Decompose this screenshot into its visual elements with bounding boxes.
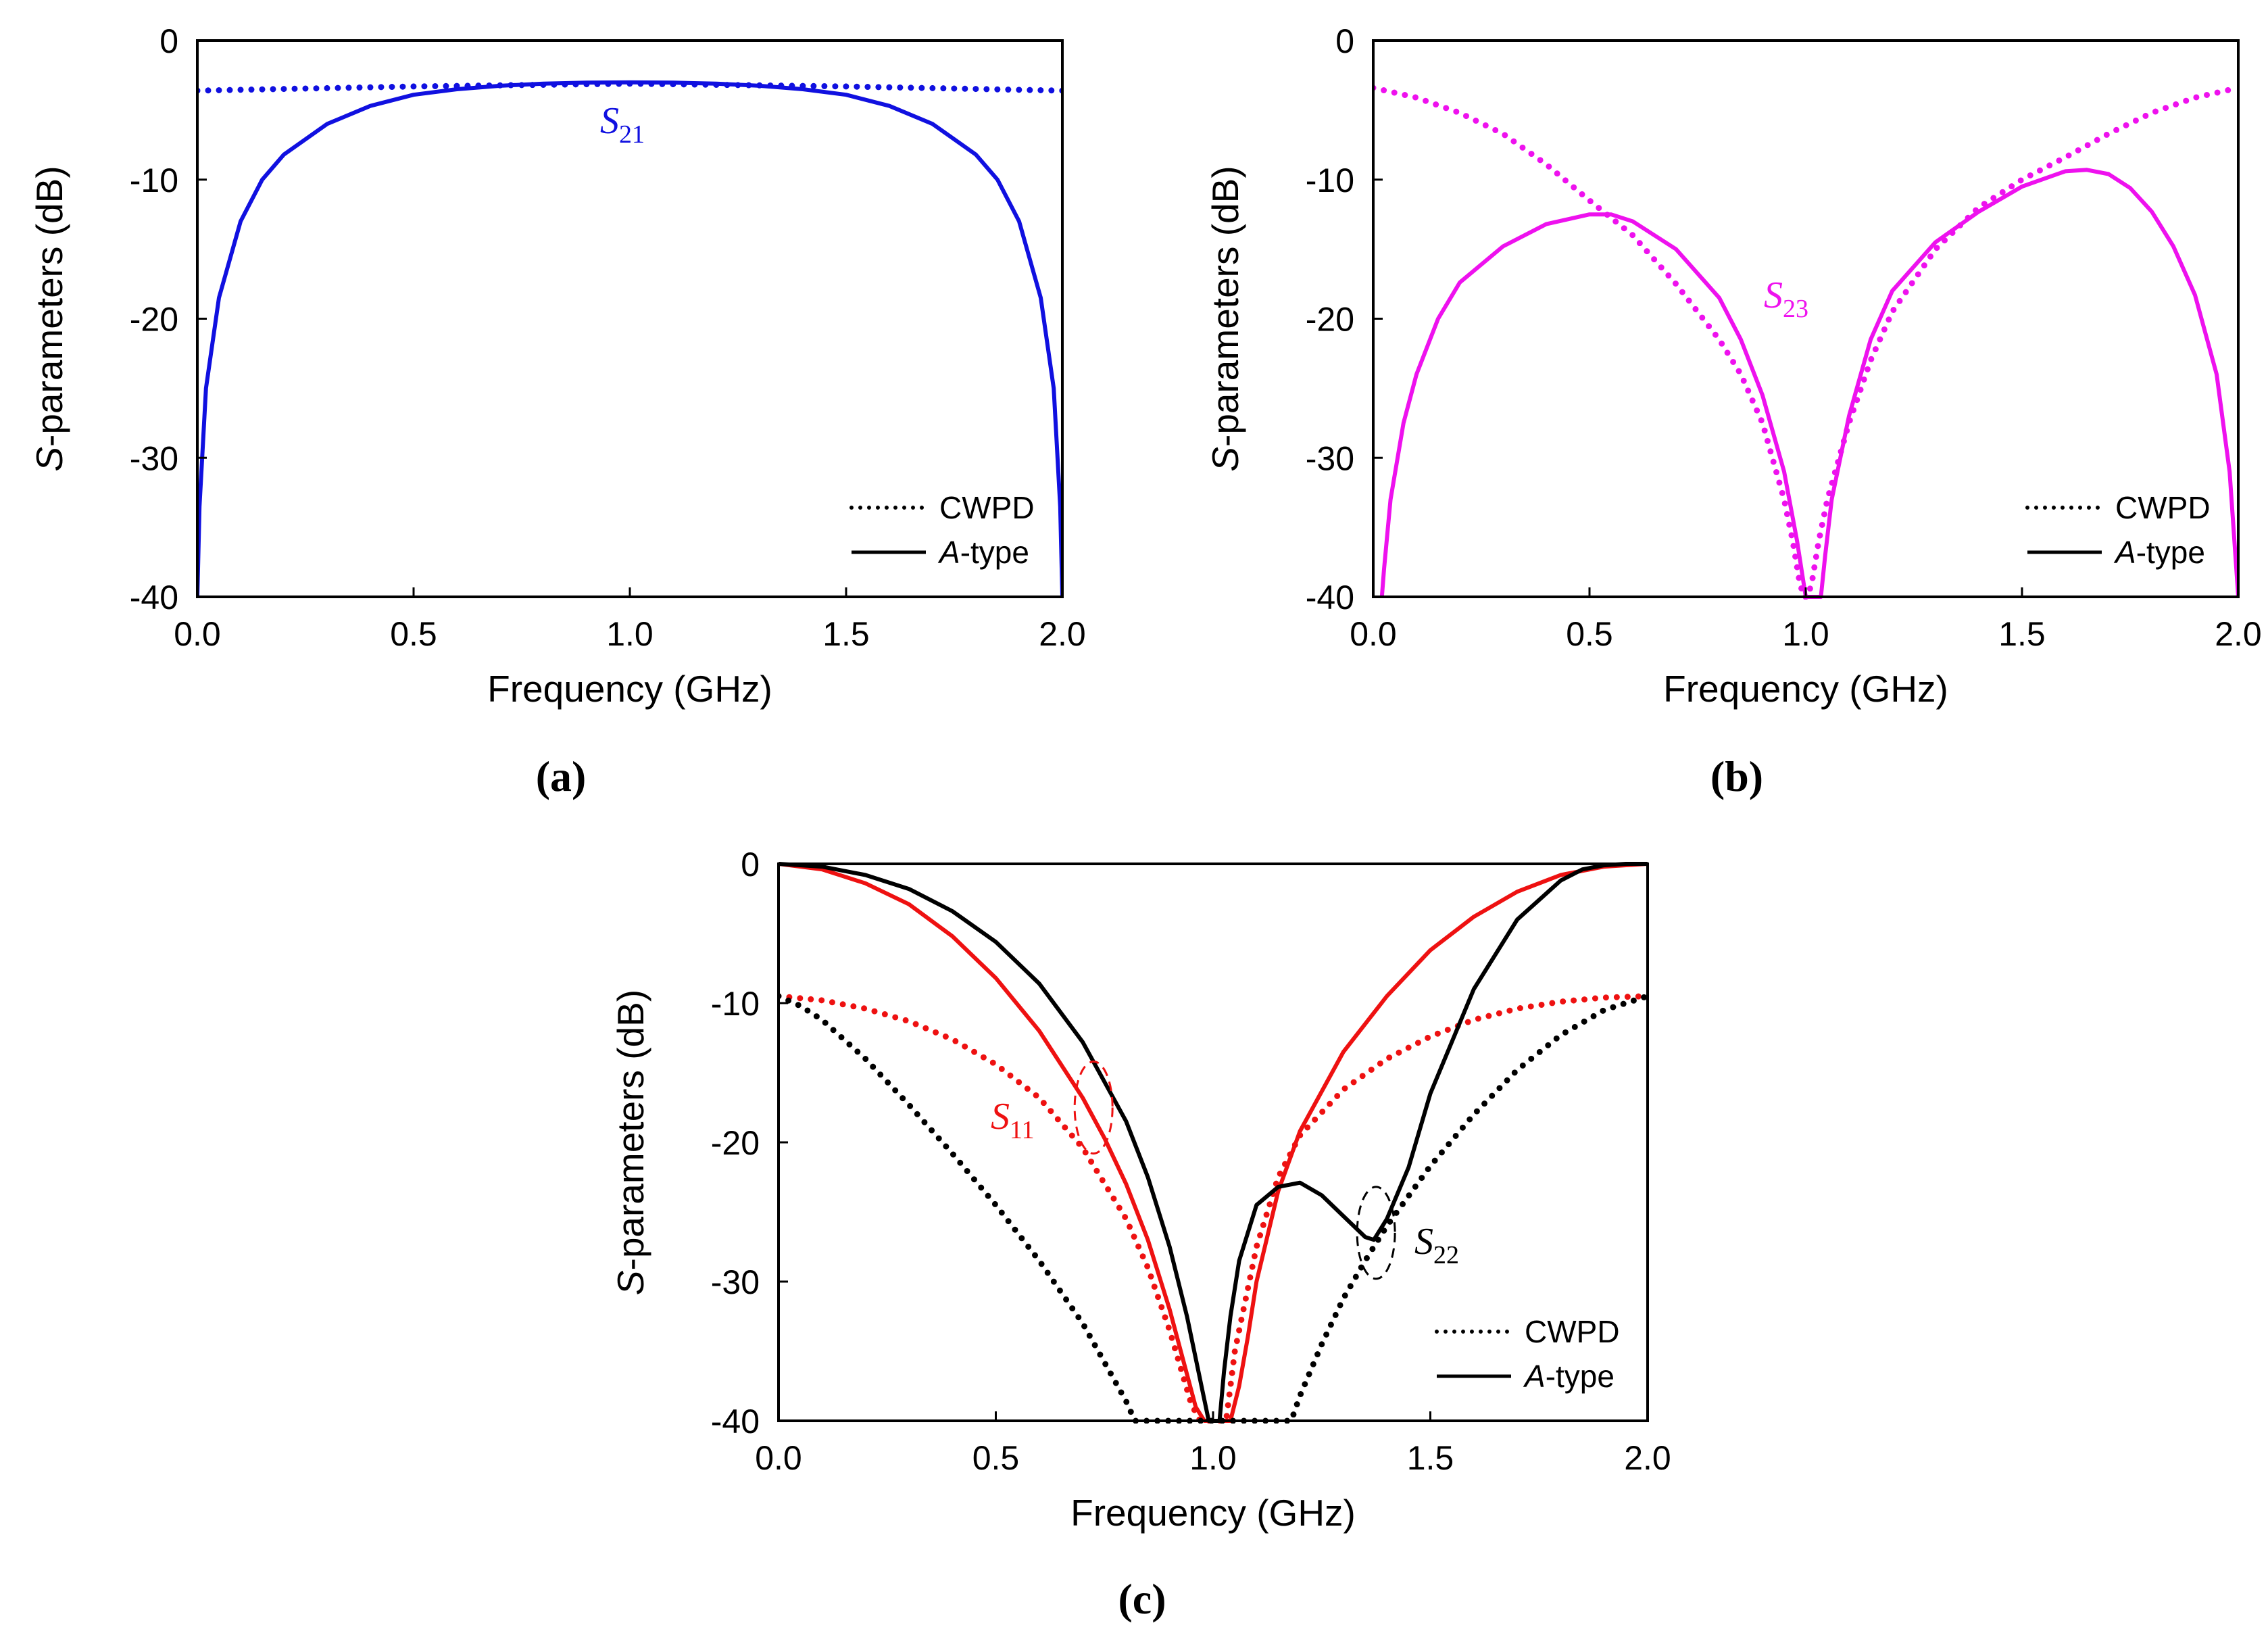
legend-label-a-type: A-type <box>2113 535 2205 570</box>
x-tick-label: 0.0 <box>755 1439 802 1477</box>
series-annotation-sub: 22 <box>1433 1241 1459 1269</box>
x-tick-label: 2.0 <box>1039 615 1086 653</box>
legend-label-cwpd: CWPD <box>939 490 1035 525</box>
x-tick-label: 2.0 <box>2215 615 2262 653</box>
y-axis-title-italic: S <box>28 447 70 472</box>
marker-ellipse-s22 <box>1356 1186 1396 1280</box>
series-group <box>197 80 1062 598</box>
x-tick-label: 0.5 <box>1566 615 1613 653</box>
panel-label: (c) <box>1118 1575 1166 1623</box>
series-line-cwpd-s11 <box>779 993 1648 1424</box>
y-tick-label: -30 <box>1306 439 1354 477</box>
series-annotation-s11: S11 <box>991 1096 1035 1144</box>
legend-label-a-type: A-type <box>937 535 1029 570</box>
y-axis-title-rest: -parameters (dB) <box>1204 166 1246 447</box>
series-line-a-type-s22 <box>779 862 1648 1423</box>
series-annotation-main: S <box>991 1096 1010 1138</box>
series-line-a-type-s21 <box>197 80 1062 598</box>
series-annotation-sub: 21 <box>619 120 645 149</box>
y-tick-label: -40 <box>711 1403 760 1440</box>
series-annotation-main: S <box>1764 274 1783 316</box>
y-tick-label: -10 <box>1306 162 1354 199</box>
y-axis-title: S-parameters (dB) <box>1204 166 1246 471</box>
y-tick-label: -30 <box>711 1263 760 1301</box>
legend-label-italic: A <box>937 535 960 570</box>
x-tick-label: 1.5 <box>822 615 870 653</box>
chart-b: 0.0 0.5 1.0 1.5 2.0 0 -10 -20 -30 -40 Frequency (G… <box>1204 22 2262 800</box>
y-axis-title: S-parameters (dB) <box>610 990 651 1295</box>
legend-label-italic: A <box>1523 1359 1546 1394</box>
chart-c: 0.0 0.5 1.0 1.5 2.0 0 -10 -20 -30 -40 Frequency (G… <box>610 846 1671 1623</box>
x-tick-label: 0.5 <box>972 1439 1020 1477</box>
y-tick-label: -10 <box>711 985 760 1023</box>
x-tick-label: 1.0 <box>606 615 654 653</box>
y-axis-title-rest: -parameters (dB) <box>28 166 70 447</box>
series-annotation-s22: S22 <box>1414 1221 1459 1269</box>
series-annotation-main: S <box>600 100 619 142</box>
legend-label-cwpd: CWPD <box>1525 1314 1620 1349</box>
marker-ellipse-s11 <box>1073 1061 1114 1155</box>
y-axis-title: S-parameters (dB) <box>28 166 70 471</box>
x-tick-label: 0.0 <box>1350 615 1397 653</box>
x-tick-label: 1.0 <box>1782 615 1829 653</box>
x-tick-label: 1.5 <box>1998 615 2046 653</box>
panel-label: (a) <box>536 752 587 800</box>
legend-label-rest: -type <box>1546 1359 1614 1394</box>
y-tick-label: -40 <box>130 579 178 616</box>
legend-label-italic: A <box>2113 535 2136 570</box>
y-axis-title-italic: S <box>1204 447 1246 472</box>
y-tick-label: -20 <box>1306 301 1354 339</box>
series-annotation-s23: S23 <box>1764 274 1808 323</box>
x-tick-label: 1.5 <box>1407 1439 1454 1477</box>
y-axis-title-italic: S <box>610 1270 651 1295</box>
legend-label-rest: -type <box>960 535 1029 570</box>
x-axis-title: Frequency (GHz) <box>487 668 772 710</box>
legend-label-a-type: A-type <box>1523 1359 1614 1394</box>
x-tick-label: 1.0 <box>1189 1439 1237 1477</box>
y-tick-label: -10 <box>130 162 178 199</box>
x-axis-title: Frequency (GHz) <box>1663 668 1948 710</box>
y-tick-label: 0 <box>1335 22 1354 60</box>
x-axis-title: Frequency (GHz) <box>1070 1492 1356 1534</box>
series-annotation-sub: 23 <box>1783 295 1808 323</box>
legend-label-cwpd: CWPD <box>2115 490 2211 525</box>
y-axis-title-rest: -parameters (dB) <box>610 990 651 1271</box>
y-tick-label: 0 <box>159 22 178 60</box>
y-tick-label: -30 <box>130 439 178 477</box>
series-annotation-main: S <box>1414 1221 1433 1263</box>
y-tick-label: -40 <box>1306 579 1354 616</box>
chart-a: 0.0 0.5 1.0 1.5 2.0 0 -10 -20 -30 -40 Frequency (G… <box>28 22 1086 800</box>
series-annotation-sub: 11 <box>1010 1116 1035 1144</box>
x-tick-label: 2.0 <box>1624 1439 1671 1477</box>
x-tick-label: 0.0 <box>174 615 221 653</box>
y-tick-label: -20 <box>130 301 178 339</box>
series-annotation-s21: S21 <box>600 100 645 149</box>
legend-label-rest: -type <box>2136 535 2205 570</box>
y-tick-label: 0 <box>741 846 760 883</box>
y-tick-label: -20 <box>711 1124 760 1162</box>
panel-label: (b) <box>1710 752 1763 800</box>
x-tick-label: 0.5 <box>390 615 437 653</box>
